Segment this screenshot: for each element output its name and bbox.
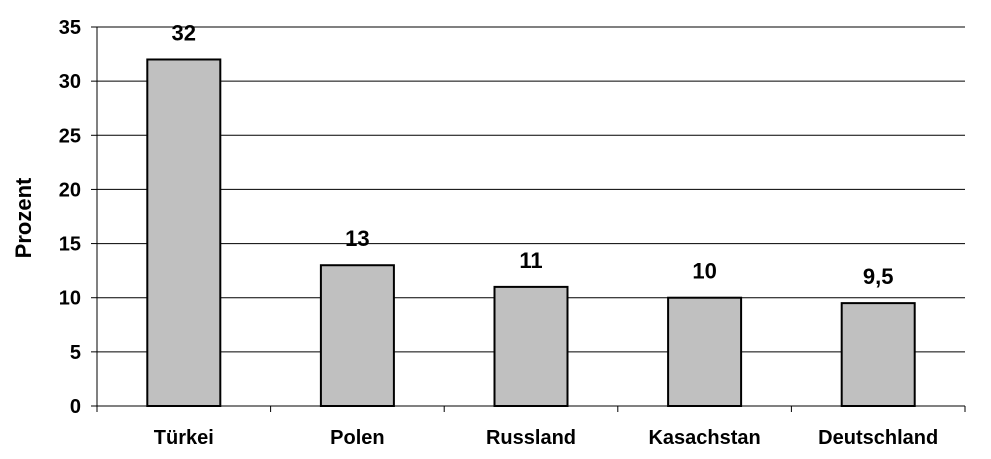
data-label: 9,5	[863, 264, 894, 289]
axes	[91, 26, 966, 412]
x-tick-label: Russland	[486, 427, 576, 449]
y-tick-label: 35	[59, 17, 81, 39]
y-tick-labels: 0 5 10 15 20 25 30 35	[59, 17, 81, 418]
x-tick-label: Deutschland	[818, 427, 938, 449]
data-label: 32	[172, 20, 196, 45]
grid-lines	[97, 26, 965, 353]
bar	[667, 296, 743, 408]
x-tick-label: Kasachstan	[648, 427, 760, 449]
y-tick-label: 25	[59, 125, 81, 147]
x-tick-label: Türkei	[154, 427, 214, 449]
y-axis-title: Prozent	[11, 177, 36, 258]
bar	[146, 58, 222, 407]
bars	[146, 58, 916, 408]
bar	[319, 264, 395, 407]
data-label: 13	[345, 226, 369, 251]
x-tick-labels: Türkei Polen Russland Kasachstan Deutschland	[154, 427, 938, 449]
y-tick-label: 0	[70, 396, 81, 418]
y-tick-label: 10	[59, 288, 81, 310]
bar	[840, 302, 916, 407]
y-tick-label: 30	[59, 71, 81, 93]
bar	[493, 285, 569, 407]
data-label: 11	[519, 248, 542, 273]
data-label: 10	[692, 259, 716, 284]
y-tick-label: 20	[59, 179, 81, 201]
y-tick-label: 5	[70, 342, 81, 364]
y-tick-label: 15	[59, 234, 81, 256]
x-tick-label: Polen	[330, 427, 384, 449]
data-labels: 32 13 11 10 9,5	[172, 20, 894, 289]
